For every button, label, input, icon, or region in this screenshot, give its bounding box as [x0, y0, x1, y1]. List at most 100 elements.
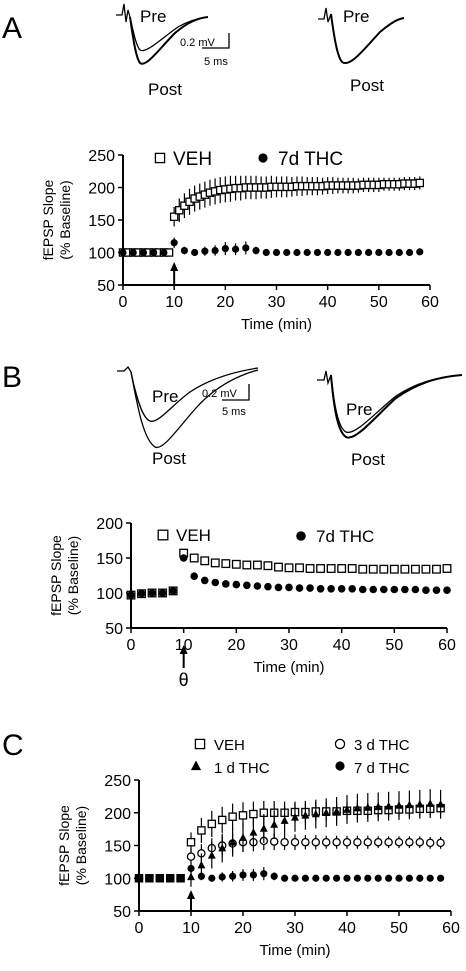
data-point [322, 808, 331, 816]
y-tick-label: 150 [104, 839, 131, 856]
panel-label-c: C [2, 729, 24, 762]
data-point [311, 809, 320, 818]
scale-bar-a [202, 33, 230, 49]
y-tick-label: 50 [105, 621, 123, 638]
data-point [285, 583, 293, 592]
data-point [353, 803, 362, 812]
data-point [401, 585, 409, 594]
data-point [353, 874, 361, 882]
legend-marker [157, 529, 169, 541]
data-point [222, 580, 230, 588]
traces-a-left: Pre Post 0.2 mV 5 ms [116, 3, 230, 99]
x-tick-label: 0 [119, 294, 128, 311]
stim-arrow-head [179, 645, 188, 654]
y-axis-label-line2: (% Baseline) [65, 536, 81, 615]
data-point [301, 874, 309, 882]
y-tick-label: 50 [97, 278, 115, 295]
data-point [375, 248, 383, 257]
data-point [264, 582, 272, 591]
data-point [415, 837, 425, 847]
series-1-d-thc [135, 789, 445, 887]
x-tick-label: 0 [135, 920, 144, 937]
y-axis-label-line1: fEPSP Slope [40, 179, 56, 260]
legend-marker [194, 738, 206, 750]
data-point [374, 874, 382, 882]
data-point [148, 589, 156, 597]
data-point [242, 244, 250, 252]
data-point [316, 564, 326, 573]
y-tick-label: 200 [96, 516, 123, 533]
x-tick-label: 10 [165, 294, 183, 311]
trace-label-post-a2: Post [350, 76, 384, 95]
x-axis-label: Time (min) [259, 942, 330, 959]
data-point [426, 874, 434, 882]
data-point [316, 585, 325, 593]
panel-label-a: A [2, 12, 22, 45]
traces-b-left: Pre Post 0.2 mV 5 ms [117, 365, 259, 468]
data-point [405, 800, 414, 809]
legend-label: 7d THC [278, 149, 343, 170]
data-point [432, 586, 441, 594]
data-point [274, 583, 283, 592]
data-point [129, 248, 137, 257]
data-point [211, 246, 219, 255]
data-point [210, 558, 220, 568]
data-point [283, 248, 291, 257]
data-point [301, 837, 310, 847]
data-point [368, 564, 378, 574]
data-point [395, 801, 403, 809]
x-tick-label: 40 [333, 637, 351, 654]
data-point [425, 838, 435, 848]
data-point [190, 572, 198, 580]
theta-burst-label: θ [179, 670, 189, 690]
data-point [263, 561, 273, 571]
data-point [415, 799, 424, 808]
data-point [303, 248, 311, 257]
data-point [311, 837, 321, 847]
data-point [369, 585, 378, 594]
data-point [262, 248, 270, 257]
data-point [379, 564, 389, 574]
y-tick-label: 100 [104, 871, 131, 888]
data-point [281, 874, 289, 882]
data-point [342, 837, 352, 847]
series-7d-thc [119, 237, 424, 257]
data-point [332, 807, 341, 815]
data-point [334, 248, 342, 257]
data-point [322, 874, 330, 882]
trace-label-post-b2: Post [351, 450, 385, 469]
data-point [137, 589, 146, 598]
data-point [170, 239, 178, 247]
data-point [293, 248, 301, 257]
data-point [395, 248, 403, 257]
y-tick-label: 200 [88, 181, 115, 198]
data-point [326, 564, 336, 573]
trace-label-pre-a2: Pre [343, 7, 369, 26]
data-point [249, 809, 258, 819]
data-point [343, 874, 351, 882]
x-tick-label: 50 [385, 637, 403, 654]
series-3-d-thc [134, 831, 445, 883]
data-point [312, 874, 320, 882]
data-point [187, 864, 195, 873]
data-point [400, 564, 410, 574]
data-point [201, 247, 209, 255]
legend-marker [190, 760, 202, 771]
data-point [200, 576, 209, 585]
stim-arrow-head [187, 890, 195, 899]
data-point [344, 248, 352, 257]
data-point [348, 585, 357, 593]
data-point [218, 873, 226, 881]
legend-label: 1 d THC [214, 760, 270, 777]
series-7-d-thc [135, 863, 445, 882]
data-point [337, 564, 347, 573]
data-point [280, 816, 289, 824]
data-point [169, 212, 179, 221]
data-point [218, 843, 227, 852]
y-tick-label: 200 [104, 806, 131, 823]
data-point [179, 554, 188, 562]
x-tick-label: 60 [438, 637, 456, 654]
data-point [272, 248, 281, 257]
data-point [313, 248, 322, 257]
data-point [327, 585, 335, 593]
